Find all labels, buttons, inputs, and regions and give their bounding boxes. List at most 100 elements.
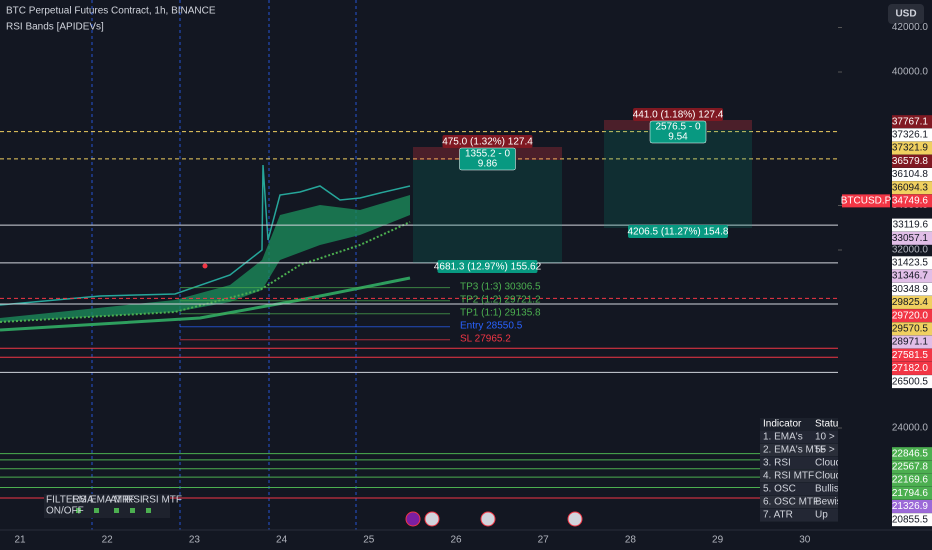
time-tick: 30: [799, 535, 811, 546]
top-text: 475.0 (1.32%) 127.4: [442, 137, 533, 148]
symbol-tag: BTCUSD.P: [841, 196, 892, 207]
time-tick: 26: [450, 535, 462, 546]
table-cell: 7. ATR: [763, 510, 793, 521]
table-header: Indicator: [763, 419, 802, 430]
filter-header: FILTERS: [46, 495, 87, 506]
indicator-title: RSI Bands [APIDEVs]: [6, 22, 104, 33]
price-badge: [892, 194, 932, 208]
table-cell: 1. EMA's: [763, 432, 803, 443]
filter-check: [76, 508, 81, 513]
filter-check: [114, 508, 119, 513]
mid-text: 1355.2 - 0: [465, 149, 510, 160]
price-badge-text: 27581.5: [892, 350, 929, 361]
top-badge: [633, 108, 723, 121]
price-badge-text: 33057.1: [892, 233, 929, 244]
price-badge: [892, 513, 932, 527]
time-tick: 21: [14, 535, 26, 546]
top-badge: [442, 135, 533, 148]
price-badge: [892, 499, 932, 513]
mid-text: 9.54: [668, 132, 688, 143]
trade-label: TP1 (1:1) 29135.8: [460, 307, 541, 318]
table-cell: 10 > 55 ↗: [815, 432, 860, 443]
price-badge-text: 37326.1: [892, 130, 929, 141]
price-badge-text: 34749.6: [892, 196, 929, 207]
price-badge: [892, 473, 932, 487]
event-icon: [405, 511, 421, 527]
price-badge: [892, 486, 932, 500]
price-badge: [892, 295, 932, 309]
price-badge-text: 30348.9: [892, 284, 929, 295]
symbol-badge: [842, 194, 890, 208]
price-badge-text: 37321.9: [892, 143, 929, 154]
price-badge: [892, 128, 932, 142]
price-badge: [892, 154, 932, 168]
profit-zone: [604, 130, 752, 228]
time-tick: 25: [363, 535, 375, 546]
filter-check: [94, 508, 99, 513]
price-badge: [892, 460, 932, 474]
filter-header: RSI MTF: [142, 495, 182, 506]
price-badge: [892, 115, 932, 129]
table-cell: 3. RSI: [763, 458, 791, 469]
price-badge-text: 20855.5: [892, 514, 929, 525]
price-tick: 24000.0: [892, 423, 929, 434]
price-badge: [892, 218, 932, 232]
bottom-text: 4206.5 (11.27%) 154.8: [627, 227, 728, 238]
price-badge-text: 26500.5: [892, 376, 929, 387]
price-badge-text: 29570.5: [892, 323, 929, 334]
event-icon: [567, 511, 583, 527]
bottom-text: 4681.3 (12.97%) 155.62: [434, 262, 542, 273]
price-badge: [892, 309, 932, 323]
price-badge-text: 22846.5: [892, 448, 929, 459]
price-badge-text: 28971.1: [892, 337, 929, 348]
time-tick: 22: [102, 535, 114, 546]
price-badge-text: 29825.4: [892, 297, 929, 308]
price-badge-text: 21326.9: [892, 501, 929, 512]
price-badge-text: 36579.8: [892, 156, 929, 167]
event-icon: [424, 511, 440, 527]
time-tick: 27: [538, 535, 550, 546]
price-badge: [892, 348, 932, 362]
price-badge: [892, 256, 932, 270]
price-tick: 42000.0: [892, 22, 929, 33]
table-cell: Up: [815, 510, 828, 521]
price-tick: 40000.0: [892, 67, 929, 78]
mid-text: 2576.5 - 0: [655, 122, 700, 133]
price-badge-text: 33119.6: [893, 220, 929, 231]
bottom-badge: [437, 260, 538, 273]
price-badge-text: 22567.8: [892, 462, 929, 473]
time-tick: 29: [712, 535, 724, 546]
time-tick: 28: [625, 535, 637, 546]
bottom-badge: [628, 225, 728, 238]
table-header: Status: [815, 419, 843, 430]
price-badge: [892, 375, 932, 389]
price-tick: 32000.0: [892, 245, 929, 256]
symbol-title: BTC Perpetual Futures Contract, 1h, BINA…: [6, 6, 216, 17]
top-text: 441.0 (1.18%) 127.4: [633, 110, 724, 121]
price-badge: [892, 231, 932, 245]
filter-header: ATR: [110, 495, 129, 506]
price-badge: [892, 167, 932, 181]
table-cell: Bewish: [815, 497, 847, 508]
price-badge-text: 37767.1: [892, 116, 929, 127]
trade-label: SL 27965.2: [460, 333, 511, 344]
filters-table: [44, 494, 170, 518]
axis: 42000.040000.034000.032000.024000.037767…: [0, 22, 932, 546]
time-tick: 23: [189, 535, 201, 546]
price-badge: [892, 322, 932, 336]
price-badge: [892, 335, 932, 349]
price-badge: [892, 181, 932, 195]
price-badge-text: 36104.8: [892, 169, 929, 180]
mid-badge: [649, 120, 707, 144]
time-tick: 24: [276, 535, 288, 546]
price-badge-text: 31423.5: [892, 257, 929, 268]
profit-zone: [413, 160, 562, 263]
filter-check: [146, 508, 151, 513]
table-cell: 6. OSC MTF: [763, 497, 819, 508]
price-badge: [892, 447, 932, 461]
currency: USD: [895, 9, 916, 20]
price-badge-text: 31346.7: [892, 271, 929, 282]
currency-button[interactable]: [888, 4, 924, 24]
table-cell: 5. OSC: [763, 484, 796, 495]
filter-header: EMA MTF: [90, 495, 134, 506]
